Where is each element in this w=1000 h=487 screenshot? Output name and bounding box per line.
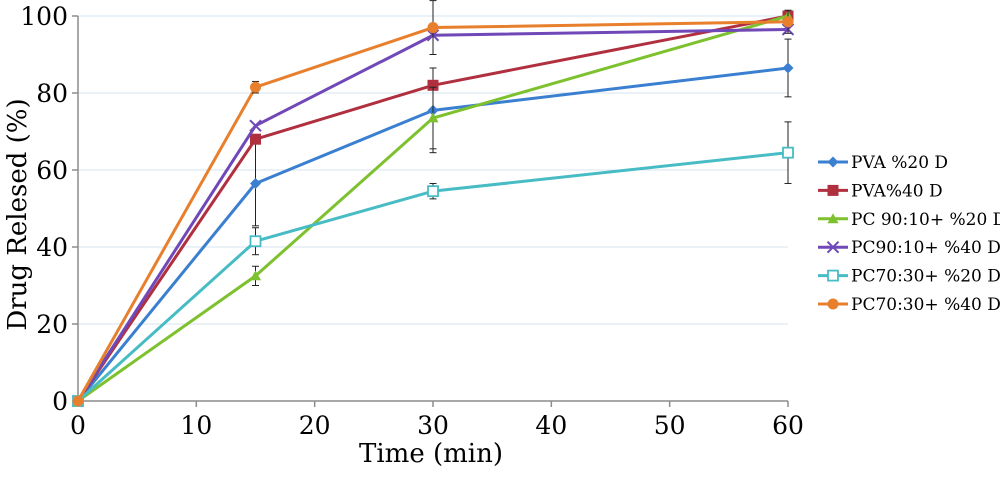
legend-marker-0: [827, 156, 839, 168]
data-point-3-1-stroke-b: [249, 119, 262, 132]
legend-label-4: PC70:30+ %20 D: [851, 267, 1000, 287]
data-point-5-0: [72, 395, 84, 407]
data-point-2-1: [250, 270, 261, 281]
tick-labels: 0 20 40 60 80 100 0 10 20 30 40 50 60: [20, 2, 804, 440]
legend-marker-4: [827, 269, 839, 282]
legend-label-1: PVA%40 D: [851, 181, 943, 201]
legend-marker-3-stroke-b: [826, 240, 840, 254]
y-axis-title: Drug Relesed (%): [3, 98, 33, 330]
legend-item-3: PC90:10+ %40 D: [818, 238, 1000, 258]
legend-item-4: PC70:30+ %20 D: [818, 267, 1000, 287]
legend-marker-5: [827, 298, 839, 310]
data-point-4-3: [782, 146, 794, 159]
legend-label-5: PC70:30+ %40 D: [851, 295, 1000, 315]
legend: PVA %20 D PVA%40 D PC 90:10+ %20 D PC90:10+…: [818, 153, 1000, 315]
series-layer: [71, 0, 795, 408]
series-line-2: [77, 14, 789, 403]
data-point-1-2: [427, 79, 439, 91]
legend-label-3: PC90:10+ %40 D: [851, 238, 1000, 258]
y-tick-label-40: 40: [36, 233, 68, 262]
data-point-5-1: [250, 81, 261, 93]
data-point-4-1: [249, 235, 262, 248]
legend-marker-1: [827, 184, 839, 196]
series-line-0: [76, 66, 789, 402]
legend-label-0: PVA %20 D: [851, 153, 948, 173]
y-tick-label-0: 0: [52, 387, 68, 416]
y-tick-label-60: 60: [36, 156, 68, 185]
y-tick-label-80: 80: [36, 79, 68, 108]
x-tick-label-30: 30: [417, 411, 449, 440]
series-line-1: [76, 14, 789, 402]
data-point-0-1: [250, 177, 261, 189]
legend-item-5: PC70:30+ %40 D: [818, 295, 1000, 315]
legend-item-1: PVA%40 D: [818, 181, 943, 201]
data-point-4-2: [427, 185, 439, 198]
legend-item-2: PC 90:10+ %20 D: [818, 210, 1000, 230]
x-tick-label-50: 50: [654, 411, 686, 440]
series-line-5: [76, 20, 789, 402]
legend-marker-3: [826, 240, 840, 254]
data-point-5-3: [782, 16, 794, 28]
series-5: [72, 0, 794, 407]
data-point-1-1: [250, 133, 261, 145]
legend-label-2: PC 90:10+ %20 D: [851, 210, 1000, 230]
grid: [78, 15, 788, 325]
x-tick-label-60: 60: [772, 411, 804, 440]
data-point-2-2: [427, 112, 439, 123]
x-tick-label-40: 40: [535, 411, 567, 440]
x-tick-label-10: 10: [180, 411, 212, 440]
y-tick-label-100: 100: [20, 2, 68, 31]
series-line-3: [76, 27, 789, 402]
x-tick-label-0: 0: [70, 411, 86, 440]
x-axis-title: Time (min): [359, 439, 503, 469]
y-tick-label-20: 20: [36, 310, 68, 339]
series-4: [72, 121, 794, 407]
data-point-5-2: [427, 22, 439, 34]
data-point-3-1: [249, 119, 262, 132]
data-point-0-3: [782, 62, 794, 74]
legend-marker-2: [827, 213, 839, 224]
axes: [72, 15, 789, 407]
legend-item-0: PVA %20 D: [818, 153, 948, 173]
series-line-4: [76, 151, 789, 403]
x-tick-label-20: 20: [299, 411, 331, 440]
